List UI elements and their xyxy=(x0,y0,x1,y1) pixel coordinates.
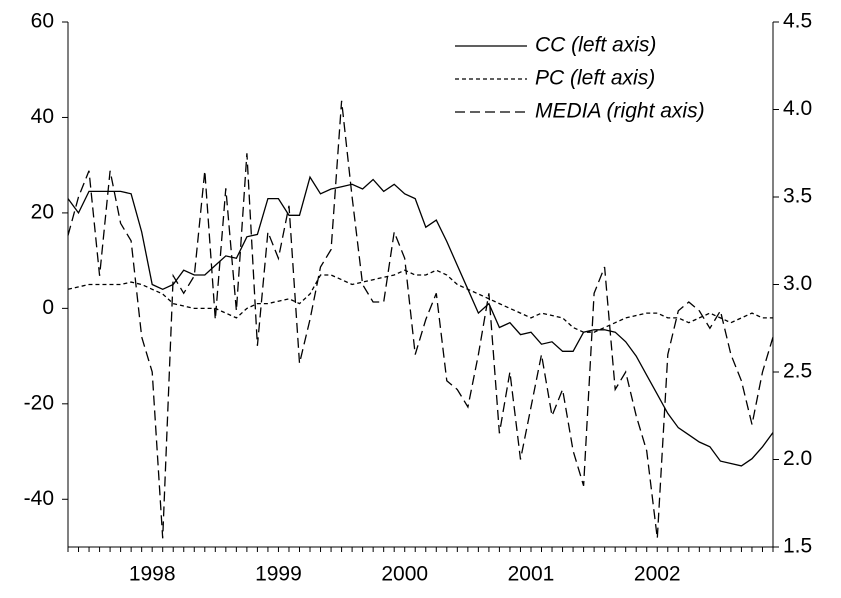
y2-tick-label: 1.5 xyxy=(783,535,812,558)
legend-label: PC (left axis) xyxy=(535,67,655,90)
series-line xyxy=(67,100,774,539)
legend-label: MEDIA (right axis) xyxy=(535,100,705,123)
y2-tick-label: 2.0 xyxy=(783,447,812,470)
x-tick-label: 2001 xyxy=(508,563,555,586)
x-tick-label: 2002 xyxy=(634,563,681,586)
y2-tick-label: 4.5 xyxy=(783,10,812,33)
y-tick-label: 60 xyxy=(31,10,54,33)
y2-tick-label: 3.0 xyxy=(783,272,812,295)
y2-tick-label: 4.0 xyxy=(783,97,812,120)
y-tick-label: -40 xyxy=(24,487,54,510)
y-tick-label: 0 xyxy=(42,296,54,319)
series-line xyxy=(67,175,774,467)
x-tick-label: 1999 xyxy=(255,563,302,586)
legend-label: CC (left axis) xyxy=(535,34,656,57)
y2-tick-label: 2.5 xyxy=(783,360,812,383)
y-tick-label: -20 xyxy=(24,391,54,414)
x-tick-label: 2000 xyxy=(381,563,428,586)
x-tick-label: 1998 xyxy=(129,563,176,586)
y-tick-label: 20 xyxy=(31,200,54,223)
series-line xyxy=(67,269,773,333)
y-tick-label: 40 xyxy=(31,105,54,128)
y2-tick-label: 3.5 xyxy=(783,185,812,208)
